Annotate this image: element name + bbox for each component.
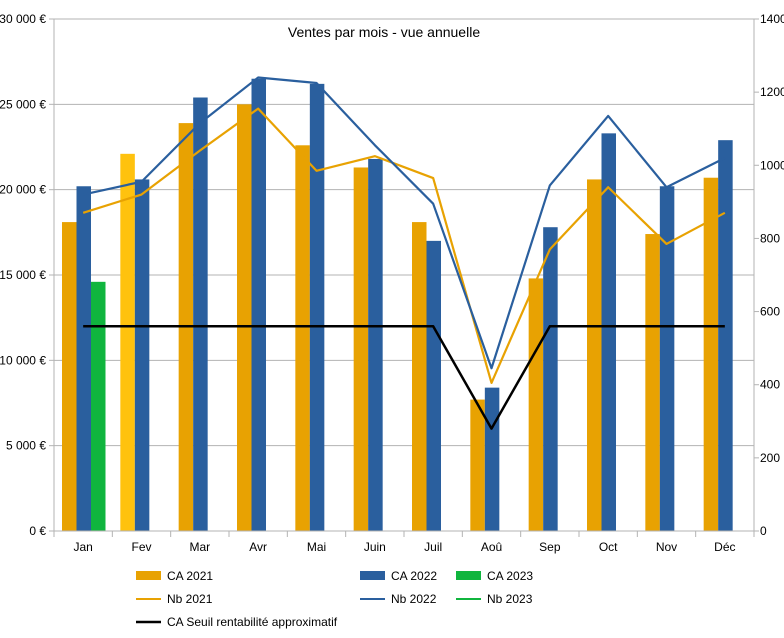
bar-ca-2022 <box>659 186 675 531</box>
bar-ca-2022 <box>601 133 616 531</box>
y-left-tick-label: 10 000 € <box>0 353 46 367</box>
y-right-tick-label: 0 <box>760 524 767 538</box>
x-tick-label: Mai <box>307 540 326 554</box>
bar-ca-2023 <box>91 281 106 531</box>
y-left-tick-label: 20 000 € <box>0 183 46 197</box>
y-right-tick-label: 800 <box>760 231 780 245</box>
line-nb-2021 <box>82 107 726 384</box>
bar-ca-2022 <box>309 83 325 531</box>
y-left-tick-label: 0 € <box>29 524 46 538</box>
x-tick-label: Oct <box>599 540 618 554</box>
bar-ca-2021 <box>528 278 544 531</box>
legend-label: Nb 2022 <box>391 592 437 606</box>
x-tick-label: Avr <box>249 540 267 554</box>
bar-ca-2021 <box>470 399 485 531</box>
bar-ca-2021 <box>645 234 660 532</box>
x-tick-label: Sep <box>539 540 561 554</box>
bar-ca-2021 <box>353 167 369 532</box>
bar-ca-2022 <box>76 186 91 531</box>
y-right-tick-label: 400 <box>760 378 780 392</box>
legend-label: CA Seuil rentabilité approximatif <box>167 615 338 629</box>
legend-label: CA 2022 <box>391 569 437 583</box>
line-ca-seuil-rentabilit-approximatif <box>83 324 725 430</box>
bar-ca-2021 <box>587 179 602 531</box>
bar-ca-2022 <box>368 158 383 532</box>
y-left-tick-label: 25 000 € <box>0 97 46 111</box>
plot-frame <box>53 18 755 532</box>
y-right-tick-label: 600 <box>760 305 780 319</box>
legend-swatch <box>360 571 385 580</box>
legend-label: CA 2023 <box>487 569 533 583</box>
x-tick-label: Jan <box>73 540 92 554</box>
y-right-tick-label: 1200 <box>760 85 784 99</box>
line-nb-2022 <box>82 76 726 370</box>
y-left-tick-label: 30 000 € <box>0 12 46 26</box>
x-tick-label: Juin <box>364 540 386 554</box>
bar-ca-2021 <box>120 153 135 531</box>
x-tick-label: Fev <box>131 540 151 554</box>
chart-title: Ventes par mois - vue annuelle <box>288 24 480 40</box>
legend-label: CA 2021 <box>167 569 213 583</box>
bar-ca-2021 <box>295 145 310 531</box>
bar-ca-2022 <box>484 387 500 531</box>
bar-ca-2022 <box>426 240 441 531</box>
legend-label: Nb 2021 <box>167 592 213 606</box>
x-tick-label: Nov <box>656 540 677 554</box>
legend-label: Nb 2023 <box>487 592 533 606</box>
bar-ca-2022 <box>134 179 150 531</box>
bar-ca-2022 <box>543 227 558 532</box>
y-left-tick-label: 5 000 € <box>6 439 46 453</box>
bar-ca-2022 <box>251 78 266 531</box>
legend-swatch <box>456 571 481 580</box>
x-tick-label: Aoû <box>481 540 502 554</box>
y-right-tick-label: 1400 <box>760 12 784 26</box>
x-tick-label: Déc <box>714 540 735 554</box>
bar-ca-2022 <box>193 97 208 532</box>
bar-ca-2021 <box>62 222 77 532</box>
bar-ca-2022 <box>718 140 733 531</box>
x-tick-label: Mar <box>189 540 210 554</box>
y-right-tick-label: 200 <box>760 451 780 465</box>
bar-ca-2021 <box>412 222 427 532</box>
y-right-tick-label: 1000 <box>760 158 784 172</box>
legend-swatch <box>136 571 161 580</box>
x-tick-label: Juil <box>424 540 442 554</box>
y-left-tick-label: 15 000 € <box>0 268 46 282</box>
bar-ca-2021 <box>237 104 252 531</box>
bar-ca-2021 <box>703 177 719 531</box>
